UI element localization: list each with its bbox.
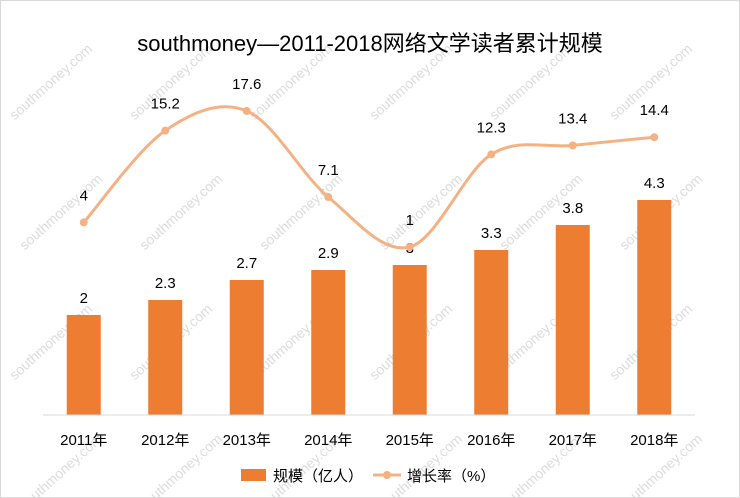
bar-7 bbox=[637, 200, 672, 415]
line-label-6: 13.4 bbox=[558, 110, 587, 127]
bar-label-3: 2.9 bbox=[318, 245, 339, 262]
bar-label-6: 3.8 bbox=[562, 200, 583, 217]
bar-label-5: 3.3 bbox=[481, 225, 502, 242]
x-tick-label-6: 2017年 bbox=[549, 432, 597, 449]
x-tick-label-7: 2018年 bbox=[630, 432, 678, 449]
bar-0 bbox=[66, 315, 101, 415]
bar-1 bbox=[148, 300, 183, 415]
bar-label-1: 2.3 bbox=[155, 275, 176, 292]
legend-swatch-bar bbox=[241, 469, 266, 481]
chart-title: southmoney—2011-2018网络文学读者累计规模 bbox=[137, 31, 602, 56]
line-label-4: 1 bbox=[406, 212, 414, 229]
line-point-3 bbox=[324, 193, 333, 202]
bar-4 bbox=[392, 265, 427, 415]
x-tick-label-0: 2011年 bbox=[60, 432, 107, 449]
line-label-5: 12.3 bbox=[477, 119, 506, 136]
line-label-7: 14.4 bbox=[640, 102, 669, 119]
line-point-7 bbox=[650, 133, 659, 142]
line-label-2: 17.6 bbox=[232, 76, 261, 93]
x-tick-label-1: 2012年 bbox=[141, 432, 189, 449]
plot-area: 22.32.72.933.33.84.32011年2012年2013年2014年… bbox=[43, 76, 695, 449]
legend-label-bar: 规模（亿人） bbox=[273, 468, 363, 485]
legend: 规模（亿人） 增长率（%） bbox=[241, 468, 495, 485]
line-label-1: 15.2 bbox=[151, 96, 180, 113]
bar-6 bbox=[555, 225, 590, 415]
legend-label-line: 增长率（%） bbox=[407, 468, 495, 485]
line-label-0: 4 bbox=[80, 187, 88, 204]
bar-label-0: 2 bbox=[80, 290, 88, 307]
line-point-1 bbox=[161, 126, 170, 135]
line-point-0 bbox=[79, 218, 88, 227]
x-tick-label-3: 2014年 bbox=[304, 432, 352, 449]
bar-label-2: 2.7 bbox=[236, 255, 257, 272]
line-point-2 bbox=[242, 107, 251, 115]
bar-label-7: 4.3 bbox=[644, 175, 665, 192]
legend-swatch-marker bbox=[383, 471, 391, 479]
line-point-4 bbox=[405, 243, 414, 251]
x-tick-label-2: 2013年 bbox=[223, 432, 271, 449]
line-label-3: 7.1 bbox=[318, 162, 339, 179]
bar-5 bbox=[474, 250, 509, 415]
x-tick-label-5: 2016年 bbox=[467, 432, 515, 449]
x-tick-label-4: 2015年 bbox=[386, 432, 434, 449]
line-point-5 bbox=[487, 150, 496, 159]
line-point-6 bbox=[568, 141, 577, 150]
bar-3 bbox=[311, 270, 346, 415]
bar-2 bbox=[229, 280, 264, 415]
